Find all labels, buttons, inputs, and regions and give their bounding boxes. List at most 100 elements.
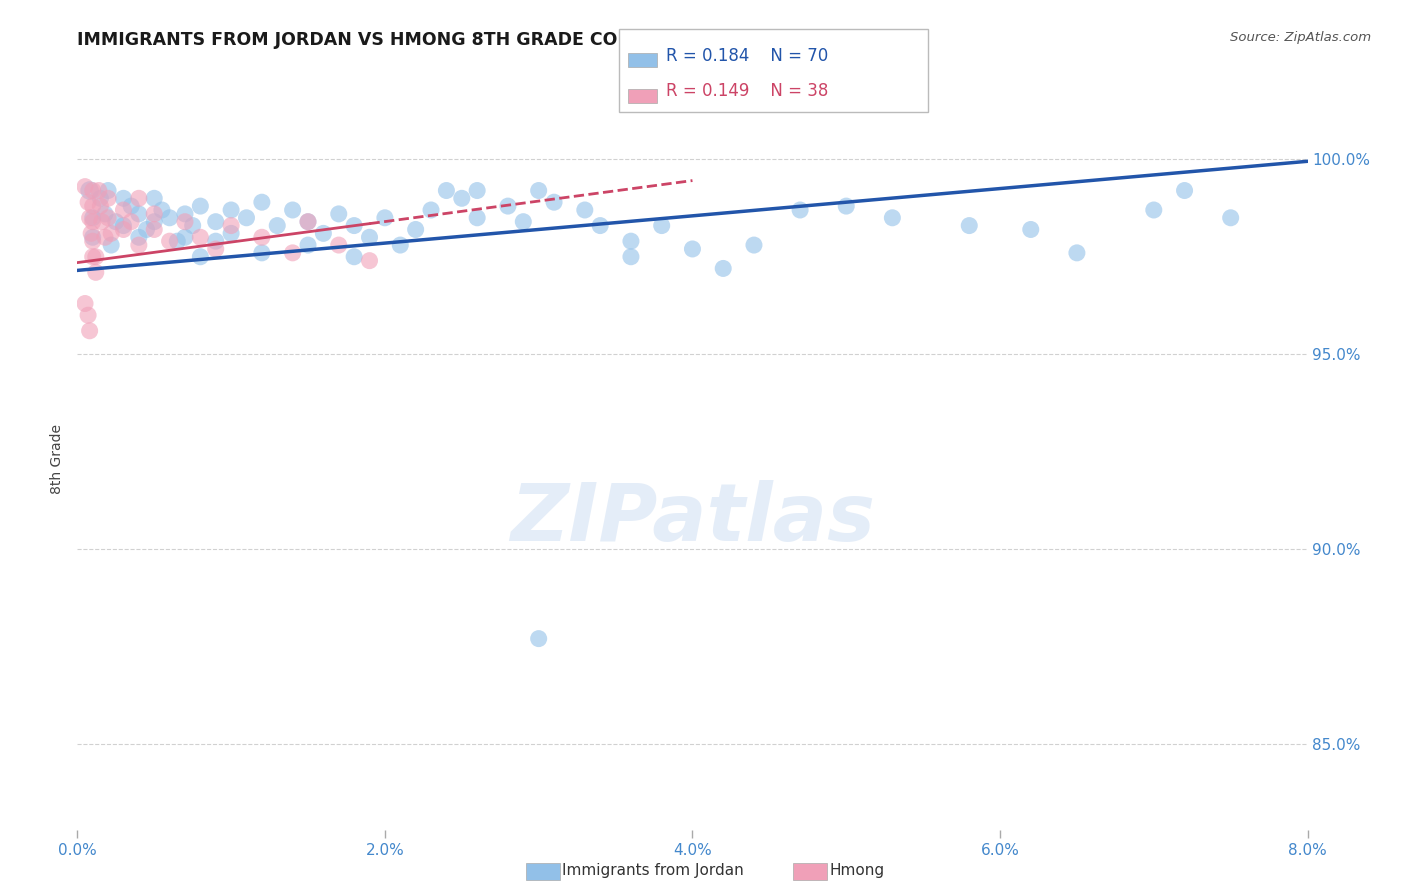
Point <box>94 230 117 244</box>
Point <box>957 219 980 233</box>
Point <box>174 207 197 221</box>
Point <box>112 191 135 205</box>
Text: Hmong: Hmong <box>830 863 884 878</box>
Point <box>112 222 135 236</box>
Point <box>297 215 319 229</box>
Text: Source: ZipAtlas.com: Source: ZipAtlas.com <box>1230 31 1371 45</box>
Point <box>73 179 96 194</box>
Point <box>120 215 142 229</box>
Point <box>235 211 257 225</box>
Point <box>250 245 273 260</box>
Point <box>328 238 350 252</box>
Point <box>143 215 166 229</box>
Point <box>219 219 242 233</box>
Point <box>1066 245 1088 260</box>
Point <box>82 211 104 225</box>
Point <box>682 242 704 256</box>
Point <box>97 191 120 205</box>
Point <box>512 215 534 229</box>
Point <box>281 245 304 260</box>
Text: Immigrants from Jordan: Immigrants from Jordan <box>562 863 744 878</box>
Point <box>80 227 103 241</box>
Point <box>159 211 181 225</box>
Point <box>174 230 197 244</box>
Point <box>128 207 150 221</box>
Point <box>79 324 101 338</box>
Point <box>389 238 412 252</box>
Text: IMMIGRANTS FROM JORDAN VS HMONG 8TH GRADE CORRELATION CHART: IMMIGRANTS FROM JORDAN VS HMONG 8TH GRAD… <box>77 31 799 49</box>
Point <box>297 238 319 252</box>
Point <box>359 253 381 268</box>
Point <box>589 219 612 233</box>
Point <box>343 219 366 233</box>
Point <box>835 199 858 213</box>
Point <box>651 219 673 233</box>
Point <box>1143 202 1166 217</box>
Point <box>94 207 117 221</box>
Point <box>328 207 350 221</box>
Point <box>204 242 226 256</box>
Point <box>82 215 104 229</box>
Point <box>128 238 150 252</box>
Point <box>100 227 122 241</box>
Point <box>90 215 114 229</box>
Point <box>87 184 110 198</box>
Point <box>128 230 150 244</box>
Point <box>465 184 488 198</box>
Point <box>789 202 811 217</box>
Point <box>450 191 472 205</box>
Point <box>104 215 127 229</box>
Point <box>82 184 104 198</box>
Point <box>150 202 173 217</box>
Point <box>82 234 104 248</box>
Point <box>204 234 226 248</box>
Point <box>1174 184 1197 198</box>
Point <box>174 215 197 229</box>
Point <box>527 632 550 646</box>
Point <box>188 250 212 264</box>
Point <box>79 184 101 198</box>
Point <box>1219 211 1241 225</box>
Point <box>343 250 366 264</box>
Point <box>79 211 101 225</box>
Point <box>882 211 904 225</box>
Point <box>84 265 107 279</box>
Point <box>100 238 122 252</box>
Point <box>405 222 427 236</box>
Point <box>204 215 226 229</box>
Point <box>73 296 96 310</box>
Point <box>359 230 381 244</box>
Point <box>84 250 107 264</box>
Point <box>120 199 142 213</box>
Point <box>188 230 212 244</box>
Text: ZIPatlas: ZIPatlas <box>510 480 875 558</box>
Point <box>135 222 157 236</box>
Point <box>128 191 150 205</box>
Point <box>374 211 396 225</box>
Point <box>281 202 304 217</box>
Point <box>97 184 120 198</box>
Point <box>250 230 273 244</box>
Text: R = 0.184    N = 70: R = 0.184 N = 70 <box>666 46 828 65</box>
Point <box>1019 222 1042 236</box>
Point <box>77 308 100 322</box>
Point <box>97 211 120 225</box>
Point <box>543 195 565 210</box>
Text: R = 0.149    N = 38: R = 0.149 N = 38 <box>666 82 828 100</box>
Point <box>574 202 596 217</box>
Point <box>188 199 212 213</box>
Point <box>77 195 100 210</box>
Point <box>159 234 181 248</box>
Point <box>527 184 550 198</box>
Point <box>82 199 104 213</box>
Point <box>436 184 458 198</box>
Point <box>143 191 166 205</box>
Point <box>82 230 104 244</box>
Point <box>620 250 643 264</box>
Point <box>219 227 242 241</box>
Point <box>112 202 135 217</box>
Point <box>112 219 135 233</box>
Point <box>89 191 111 205</box>
Point <box>297 215 319 229</box>
Point <box>89 199 111 213</box>
